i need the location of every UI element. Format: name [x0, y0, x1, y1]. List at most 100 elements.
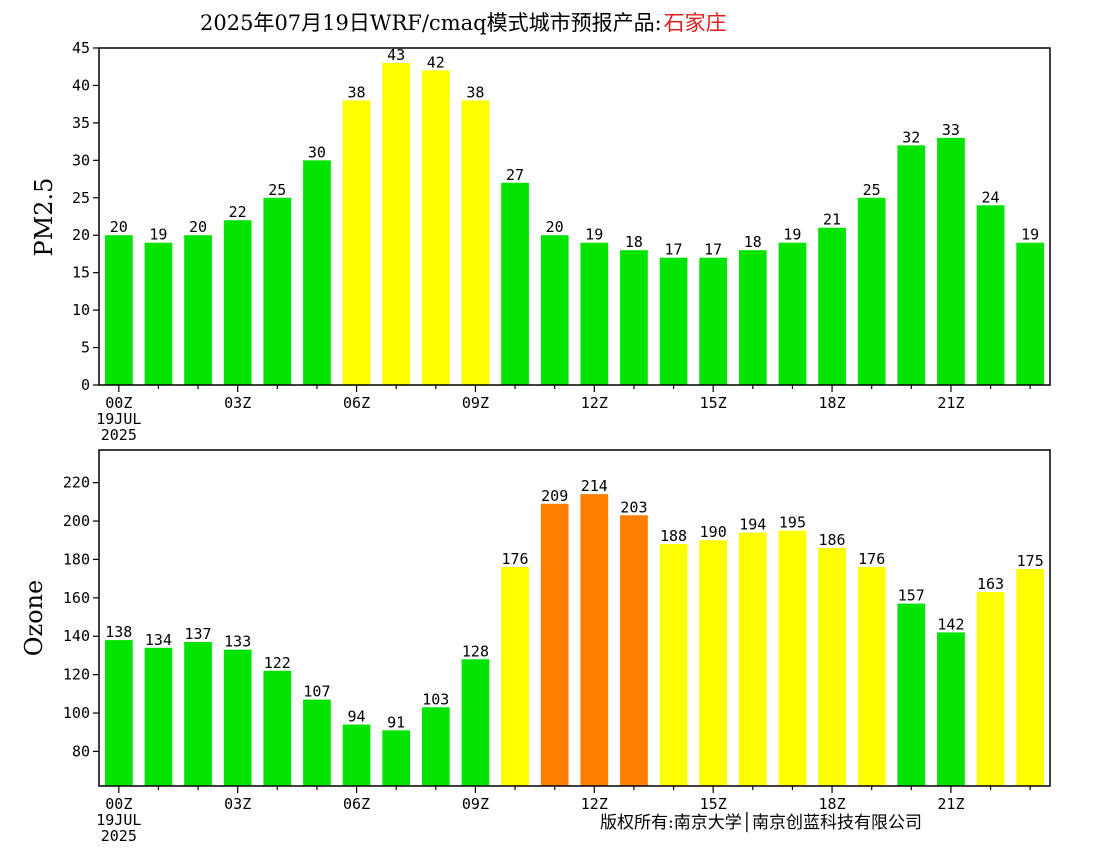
pm25-bar: [303, 160, 331, 385]
pm25-xtick-label: 06Z: [343, 394, 370, 412]
pm25-bar: [897, 145, 926, 385]
ozone-xtick-label: 03Z: [224, 795, 251, 813]
pm25-data-label: 20: [189, 218, 207, 236]
pm25-xtick-label: 12Z: [581, 394, 608, 412]
pm25-bar: [501, 182, 529, 385]
ozone-panel: 138 134 137 133 122 107 94 91 103 128 176 209 214 203…: [20, 449, 1051, 845]
ozone-bar: [421, 707, 450, 786]
pm25-data-label: 19: [585, 226, 603, 244]
ozone-xtick-label: 19JUL: [96, 811, 141, 829]
pm25-data-label: 18: [744, 233, 762, 251]
pm25-data-label: 25: [268, 181, 286, 199]
ozone-xtick-label: 21Z: [937, 795, 964, 813]
pm25-data-label: 25: [863, 181, 881, 199]
pm25-data-label: 33: [942, 121, 960, 139]
chart-title-city: 石家庄: [664, 11, 727, 35]
pm25-bar: [659, 257, 688, 385]
ozone-xtick-label: 12Z: [581, 795, 608, 813]
ozone-data-label: 128: [462, 642, 489, 660]
ozone-ytick-label: 180: [63, 550, 90, 568]
pm25-data-label: 17: [704, 241, 722, 259]
ozone-bar: [818, 547, 846, 786]
pm25-bar: [937, 137, 965, 385]
pm25-bar: [620, 250, 648, 385]
pm25-bar: [778, 242, 807, 385]
pm25-bar: [540, 235, 569, 385]
pm25-y-axis-label: PM2.5: [30, 178, 58, 257]
pm25-data-label: 42: [427, 53, 445, 71]
ozone-bar: [263, 670, 292, 786]
ozone-bar: [580, 494, 609, 786]
pm25-bar: [699, 257, 728, 385]
pm25-xtick-label: 03Z: [224, 394, 251, 412]
ozone-bar: [540, 503, 569, 786]
pm25-ytick-label: 20: [72, 226, 90, 244]
ozone-data-label: 190: [700, 523, 727, 541]
ozone-data-label: 188: [660, 527, 687, 545]
ozone-data-label: 157: [898, 587, 925, 605]
ozone-bar: [738, 532, 767, 786]
ozone-data-label: 186: [819, 531, 846, 549]
ozone-data-label: 175: [1017, 552, 1044, 570]
ozone-bar: [342, 724, 371, 786]
pm25-data-label: 38: [348, 83, 366, 101]
ozone-bar: [501, 567, 529, 786]
ozone-xtick-label: 06Z: [343, 795, 370, 813]
ozone-xtick-label: 00Z: [105, 795, 132, 813]
ozone-data-label: 176: [502, 550, 529, 568]
ozone-ytick-label: 100: [63, 704, 90, 722]
pm25-bar: [263, 197, 292, 385]
pm25-xtick-label: 09Z: [462, 394, 489, 412]
pm25-data-label: 20: [546, 218, 564, 236]
pm25-panel: 20 19 20 22 25 30 38 43 42 38 27 20 19 18 17 17 18 19 21 25…: [30, 39, 1051, 444]
ozone-ytick-label: 80: [72, 742, 90, 760]
pm25-data-label: 19: [783, 226, 801, 244]
pm25-data-label: 32: [902, 128, 920, 146]
ozone-data-label: 107: [303, 683, 330, 701]
pm25-data-label: 22: [229, 203, 247, 221]
ozone-bar: [382, 730, 411, 786]
ozone-data-label: 91: [387, 713, 405, 731]
ozone-data-label: 94: [348, 708, 366, 726]
ozone-y-axis-label: Ozone: [20, 580, 48, 656]
pm25-bar: [104, 235, 133, 385]
pm25-bar: [857, 197, 886, 385]
ozone-bar: [1016, 569, 1045, 786]
ozone-bar: [303, 699, 331, 786]
ozone-bar: [897, 603, 926, 786]
pm25-xtick-label: 2025: [101, 426, 137, 444]
ozone-bar: [144, 647, 173, 786]
pm25-data-label: 38: [466, 83, 484, 101]
ozone-data-label: 137: [185, 625, 212, 643]
pm25-ytick-label: 40: [72, 76, 90, 94]
pm25-ytick-label: 10: [72, 301, 90, 319]
pm25-bar: [580, 242, 609, 385]
pm25-ytick-label: 5: [81, 339, 90, 357]
ozone-bar: [184, 642, 212, 786]
pm25-data-label: 43: [387, 46, 405, 64]
pm25-bar: [342, 100, 371, 386]
pm25-data-label: 19: [1021, 226, 1039, 244]
ozone-plot-frame: [98, 449, 1051, 787]
pm25-bar: [461, 100, 490, 386]
ozone-xtick-label: 2025: [101, 827, 137, 845]
pm25-ytick-label: 45: [72, 39, 90, 57]
ozone-ytick-label: 220: [63, 474, 90, 492]
pm25-xtick-label: 18Z: [819, 394, 846, 412]
ozone-data-label: 142: [937, 615, 964, 633]
ozone-data-label: 122: [264, 654, 291, 672]
ozone-ytick-label: 140: [63, 627, 90, 645]
pm25-xtick-label: 00Z: [105, 394, 132, 412]
pm25-xtick-label: 19JUL: [96, 410, 141, 428]
pm25-ytick-label: 35: [72, 114, 90, 132]
ozone-bar: [104, 640, 133, 786]
pm25-data-label: 18: [625, 233, 643, 251]
ozone-data-label: 203: [620, 498, 647, 516]
ozone-data-label: 163: [977, 575, 1004, 593]
pm25-ytick-label: 0: [81, 376, 90, 394]
ozone-bar: [937, 632, 965, 786]
pm25-data-label: 21: [823, 211, 841, 229]
ozone-bar: [976, 592, 1005, 786]
pm25-plot-frame: [98, 47, 1051, 386]
